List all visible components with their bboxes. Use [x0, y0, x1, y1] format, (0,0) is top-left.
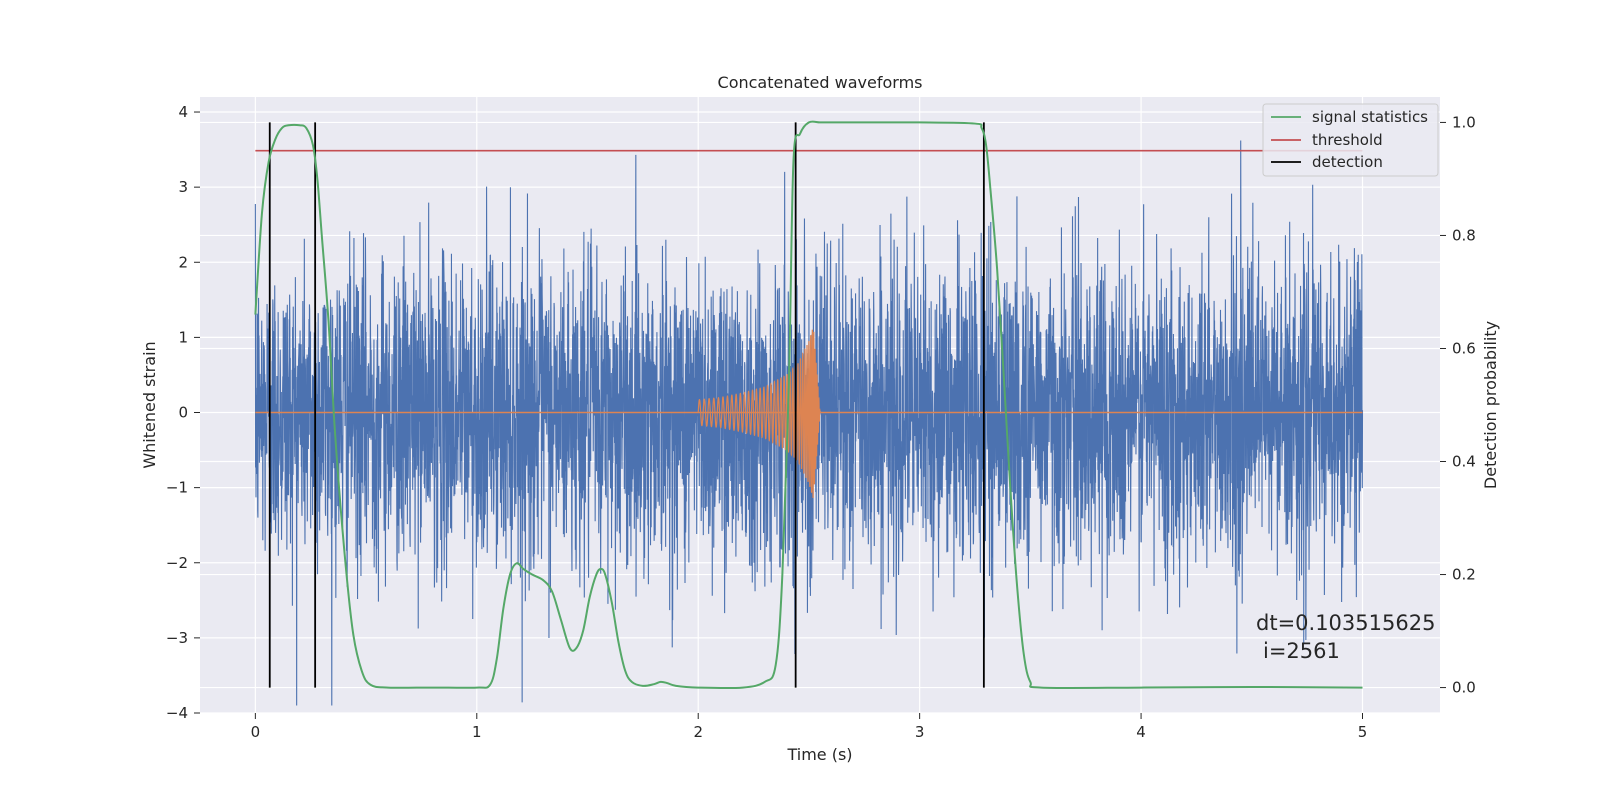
y-tick-label-2: −2 — [166, 554, 188, 572]
annotation-i: i=2561 — [1263, 639, 1340, 663]
chart-title: Concatenated waveforms — [718, 73, 923, 92]
x-axis-label: Time (s) — [786, 745, 852, 764]
y-axis-label: Whitened strain — [140, 341, 159, 468]
injection-chirp-line — [697, 329, 821, 499]
legend-label-detection: detection — [1312, 153, 1383, 171]
y2-tick-label-3: 0.6 — [1452, 339, 1476, 357]
y2-tick-label-1: 0.2 — [1452, 566, 1476, 584]
y2-axis-label: Detection probability — [1481, 321, 1500, 489]
x-tick-label-0: 0 — [251, 723, 261, 741]
y-tick-label-0: −4 — [166, 704, 188, 722]
y-tick-label-8: 4 — [178, 103, 188, 121]
series-layer — [254, 120, 1363, 690]
y-tick-label-7: 3 — [178, 178, 188, 196]
annotation-dt: dt=0.103515625 — [1256, 611, 1435, 635]
y-tick-label-5: 1 — [178, 328, 188, 346]
y2-tick-label-2: 0.4 — [1452, 453, 1476, 471]
legend-label-signal-statistics: signal statistics — [1312, 108, 1428, 126]
x-tick-label-3: 3 — [915, 723, 925, 741]
legend: signal statistics threshold detection — [1262, 103, 1439, 177]
legend-label-threshold: threshold — [1312, 131, 1383, 149]
y-tick-label-3: −1 — [166, 479, 188, 497]
noise-strain-line — [254, 140, 1364, 706]
y-tick-label-4: 0 — [178, 404, 188, 422]
x-tick-label-4: 4 — [1136, 723, 1146, 741]
y-tick-label-6: 2 — [178, 253, 188, 271]
series-noise-strain — [254, 140, 1364, 706]
y2-tick-label-0: 0.0 — [1452, 679, 1476, 697]
y2-tick-label-4: 0.8 — [1452, 226, 1476, 244]
axis-ticks: 0 1 2 3 4 5 −4 −3 −2 −1 0 1 2 3 4 0.0 0.2 0.4 0.6 0.8 1.0 — [166, 103, 1476, 741]
legend-box — [1262, 103, 1439, 177]
x-tick-label-1: 1 — [472, 723, 482, 741]
y-tick-label-1: −3 — [166, 629, 188, 647]
series-injection-waveform — [255, 329, 1363, 499]
y2-tick-label-5: 1.0 — [1452, 113, 1476, 131]
signal-statistics-line — [254, 120, 1363, 690]
x-tick-label-5: 5 — [1358, 723, 1368, 741]
x-tick-label-2: 2 — [693, 723, 703, 741]
